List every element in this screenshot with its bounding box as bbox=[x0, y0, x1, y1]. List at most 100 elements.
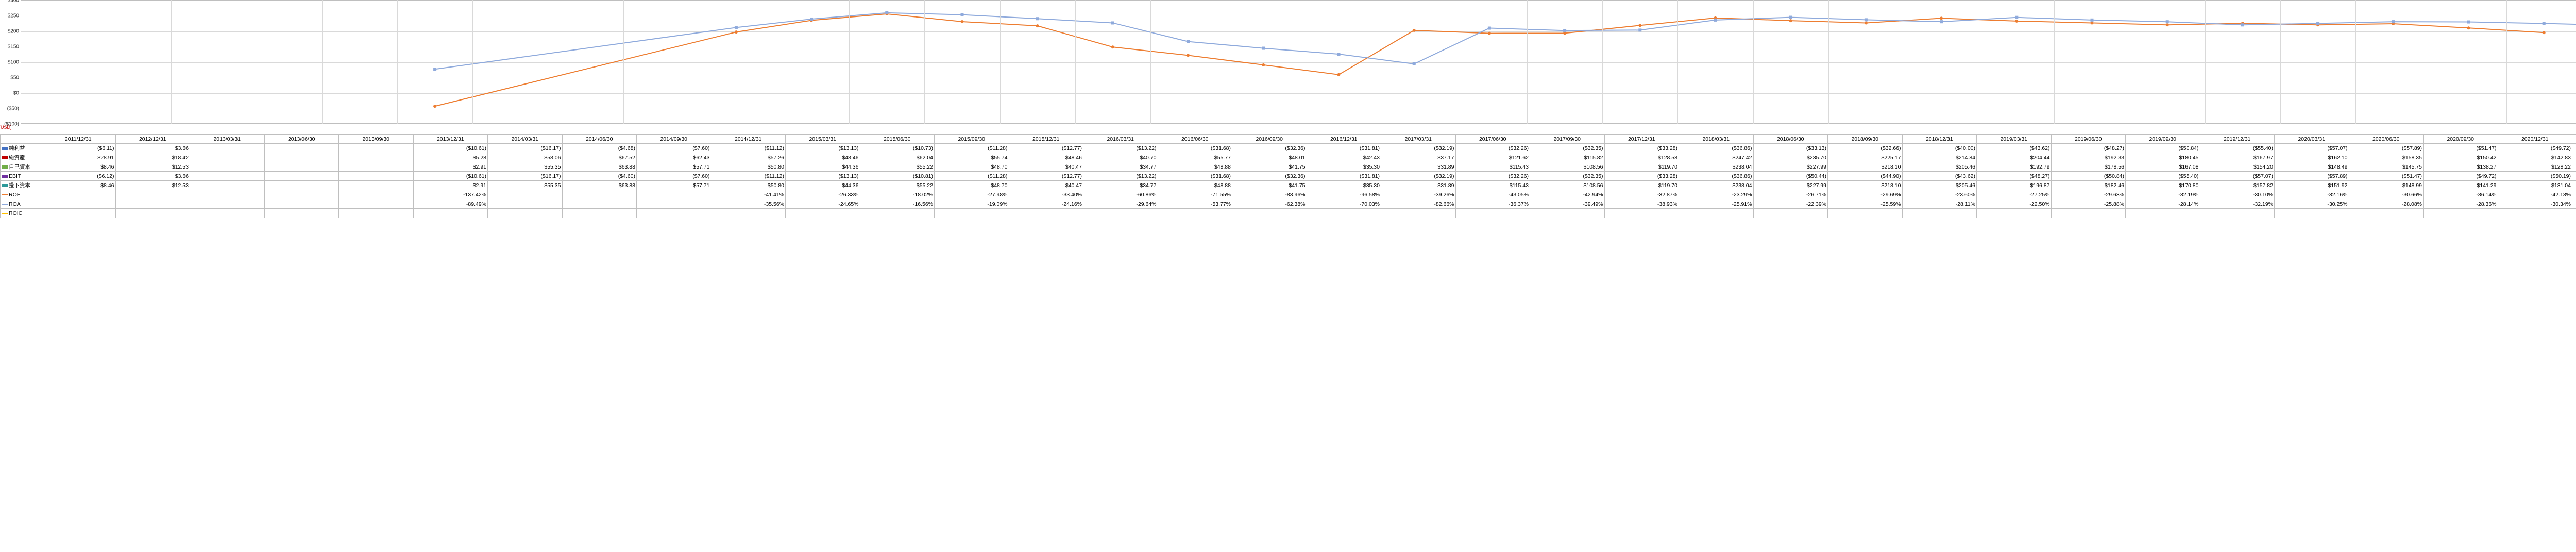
cell: $178.56 bbox=[2051, 162, 2126, 172]
cell bbox=[1307, 209, 1381, 218]
cell: ($31.81) bbox=[1307, 172, 1381, 181]
period-header: 2018/12/31 bbox=[1902, 135, 1977, 144]
row-label-ebit: EBIT bbox=[1, 172, 41, 181]
cell bbox=[339, 144, 414, 153]
cell: -96.58% bbox=[1307, 190, 1381, 199]
cell: ($7.60) bbox=[637, 144, 711, 153]
period-slot bbox=[2355, 0, 2431, 124]
period-slot bbox=[1075, 0, 1151, 124]
period-header: 2013/09/30 bbox=[339, 135, 414, 144]
cell: $247.42 bbox=[1679, 153, 1754, 162]
cell bbox=[264, 181, 339, 190]
cell: -36.14% bbox=[2424, 190, 2498, 199]
cell: -70.03% bbox=[1307, 199, 1381, 209]
cell bbox=[562, 209, 637, 218]
cell bbox=[488, 199, 563, 209]
cell: ($50.84) bbox=[2126, 144, 2200, 153]
cell bbox=[190, 199, 265, 209]
cell: $28.91 bbox=[41, 153, 116, 162]
cell bbox=[190, 209, 265, 218]
period-slot bbox=[2431, 0, 2506, 124]
period-slot bbox=[322, 0, 398, 124]
cell: $218.10 bbox=[1828, 162, 1903, 172]
cell: ($11.12) bbox=[711, 144, 786, 153]
cell bbox=[1902, 209, 1977, 218]
cell: $55.22 bbox=[860, 181, 935, 190]
cell: ($6.11) bbox=[41, 144, 116, 153]
cell: ($10.61) bbox=[413, 144, 488, 153]
cell: -22.50% bbox=[1977, 199, 2052, 209]
cell bbox=[190, 162, 265, 172]
cell: -30.66% bbox=[2349, 190, 2424, 199]
cell: $138.27 bbox=[2424, 162, 2498, 172]
row-label-text: ROA bbox=[9, 201, 21, 207]
cell: ($57.89) bbox=[2349, 144, 2424, 153]
cell: $41.75 bbox=[1232, 162, 1307, 172]
table-row-inv_cap: 投下資本$8.46$12.53$2.91$55.35$63.88$57.71$5… bbox=[1, 181, 2576, 190]
cell bbox=[339, 153, 414, 162]
cell: ($10.73) bbox=[860, 144, 935, 153]
row-label-text: 総資産 bbox=[9, 155, 25, 161]
cell bbox=[264, 190, 339, 199]
cell: ($13.13) bbox=[786, 144, 860, 153]
cell: $192.33 bbox=[2051, 153, 2126, 162]
cell: -26.33% bbox=[786, 190, 860, 199]
cell: ($43.62) bbox=[1977, 144, 2052, 153]
cell: -41.41% bbox=[711, 190, 786, 199]
cell: ($31.68) bbox=[1158, 172, 1232, 181]
cell: ($32.66) bbox=[1828, 144, 1903, 153]
cell: -25.59% bbox=[1828, 199, 1903, 209]
period-header: 2016/12/31 bbox=[1307, 135, 1381, 144]
cell: $12.53 bbox=[115, 162, 190, 172]
cell: -89.49% bbox=[413, 199, 488, 209]
chart-and-table-container: ($100)($50)$0$50$100$150$200$250$300-160… bbox=[0, 0, 2576, 218]
period-slot bbox=[699, 0, 774, 124]
cell: $50.80 bbox=[711, 181, 786, 190]
period-header: 2019/12/31 bbox=[2200, 135, 2275, 144]
cell: $8.46 bbox=[41, 162, 116, 172]
cell: $12.53 bbox=[115, 181, 190, 190]
cell: -32.16% bbox=[2275, 190, 2349, 199]
cell: $196.87 bbox=[1977, 181, 2052, 190]
period-slot bbox=[924, 0, 1000, 124]
cell: $35.30 bbox=[1307, 181, 1381, 190]
cell: ($32.36) bbox=[1232, 144, 1307, 153]
period-header: 2013/12/31 bbox=[413, 135, 488, 144]
period-header: 2017/09/30 bbox=[1530, 135, 1605, 144]
cell bbox=[41, 199, 116, 209]
cell bbox=[935, 209, 1009, 218]
table-row-net_income: 純利益($6.11)$3.66($10.61)($16.17)($4.68)($… bbox=[1, 144, 2576, 153]
period-header: 2018/03/31 bbox=[1679, 135, 1754, 144]
cell: $157.82 bbox=[2200, 181, 2275, 190]
cell: $115.43 bbox=[1455, 181, 1530, 190]
legend-swatch bbox=[2, 204, 8, 205]
cell bbox=[2349, 209, 2424, 218]
row-label-inv_cap: 投下資本 bbox=[1, 181, 41, 190]
cell bbox=[637, 209, 711, 218]
period-header: 2014/12/31 bbox=[711, 135, 786, 144]
period-slot bbox=[247, 0, 323, 124]
cell: ($11.12) bbox=[711, 172, 786, 181]
cell: -32.19% bbox=[2200, 199, 2275, 209]
cell: $125.12 bbox=[2572, 162, 2576, 172]
cell: $205.46 bbox=[1902, 162, 1977, 172]
cell bbox=[562, 199, 637, 209]
cell: $48.46 bbox=[1009, 153, 1083, 162]
cell: $62.43 bbox=[637, 153, 711, 162]
cell: ($51.47) bbox=[2349, 172, 2424, 181]
unit-label: 単位:[百万USD] bbox=[0, 124, 12, 130]
row-label-equity: 自己資本 bbox=[1, 162, 41, 172]
cell: $227.99 bbox=[1753, 181, 1828, 190]
cell: $55.77 bbox=[1158, 153, 1232, 162]
period-slot bbox=[849, 0, 925, 124]
period-header: 2014/06/30 bbox=[562, 135, 637, 144]
cell: $42.43 bbox=[1307, 153, 1381, 162]
left-axis-tick: $200 bbox=[2, 29, 19, 35]
cell: ($55.40) bbox=[2126, 172, 2200, 181]
cell bbox=[860, 209, 935, 218]
cell: $204.44 bbox=[1977, 153, 2052, 162]
cell bbox=[1455, 209, 1530, 218]
cell: $2.91 bbox=[413, 181, 488, 190]
cell: $148.99 bbox=[2349, 181, 2424, 190]
cell: $119.70 bbox=[1604, 181, 1679, 190]
